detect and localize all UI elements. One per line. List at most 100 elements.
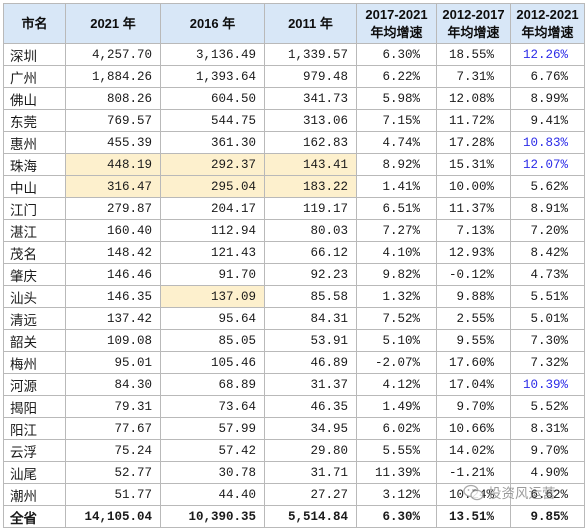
total-label: 全省	[3, 505, 66, 528]
growth-2012-2017: 14.02%	[436, 439, 511, 462]
value-2016: 73.64	[160, 395, 265, 418]
growth-2012-2017: 10.00%	[436, 175, 511, 198]
table-row: 揭阳 79.31 73.64 46.35 1.49% 9.70% 5.52%	[3, 395, 585, 418]
growth-2017-2021: 4.10%	[356, 241, 437, 264]
table-header: 市名 2021 年 2016 年 2011 年 2017-2021 年均增速 2…	[3, 3, 585, 44]
growth-2017-2021: 7.15%	[356, 109, 437, 132]
header-growth-2017-2021: 2017-2021 年均增速	[356, 3, 437, 44]
value-2021: 109.08	[65, 329, 161, 352]
value-2011: 143.41	[264, 153, 357, 176]
value-2021: 148.42	[65, 241, 161, 264]
value-2021: 279.87	[65, 197, 161, 220]
value-2011: 313.06	[264, 109, 357, 132]
growth-2017-2021: 8.92%	[356, 153, 437, 176]
city-name: 河源	[3, 373, 66, 396]
growth-2012-2021: 9.70%	[510, 439, 585, 462]
growth-2012-2021: 12.07%	[510, 153, 585, 176]
table-row: 江门 279.87 204.17 119.17 6.51% 11.37% 8.91%	[3, 197, 585, 220]
city-name: 惠州	[3, 131, 66, 154]
growth-2017-2021: 7.52%	[356, 307, 437, 330]
city-name: 梅州	[3, 351, 66, 374]
growth-2017-2021: 1.49%	[356, 395, 437, 418]
growth-2012-2021: 12.26%	[510, 43, 585, 66]
value-2011: 34.95	[264, 417, 357, 440]
growth-2017-2021: 11.39%	[356, 461, 437, 484]
growth-2012-2017: -0.12%	[436, 263, 511, 286]
value-2011: 46.35	[264, 395, 357, 418]
header-growth-2012-2021-period: 2012-2021	[516, 6, 579, 22]
value-2016: 137.09	[160, 285, 265, 308]
growth-2017-2021: 4.12%	[356, 373, 437, 396]
header-row: 市名 2021 年 2016 年 2011 年 2017-2021 年均增速 2…	[3, 3, 585, 44]
value-2011: 29.80	[264, 439, 357, 462]
header-growth-2012-2017: 2012-2017 年均增速	[436, 3, 511, 44]
value-2021: 84.30	[65, 373, 161, 396]
table-row: 云浮 75.24 57.42 29.80 5.55% 14.02% 9.70%	[3, 439, 585, 462]
value-2021: 52.77	[65, 461, 161, 484]
value-2011: 27.27	[264, 483, 357, 506]
value-2011: 31.71	[264, 461, 357, 484]
value-2016: 85.05	[160, 329, 265, 352]
value-2011: 162.83	[264, 131, 357, 154]
growth-2012-2021: 8.91%	[510, 197, 585, 220]
table-row: 广州 1,884.26 1,393.64 979.48 6.22% 7.31% 6.76%	[3, 65, 585, 88]
total-growth-2012-2017: 13.51%	[436, 505, 511, 528]
growth-2012-2017: 17.04%	[436, 373, 511, 396]
growth-2012-2017: 11.37%	[436, 197, 511, 220]
watermark: 投资风运营	[463, 484, 556, 502]
value-2016: 105.46	[160, 351, 265, 374]
total-growth-2012-2021: 9.85%	[510, 505, 585, 528]
table-row: 佛山 808.26 604.50 341.73 5.98% 12.08% 8.99%	[3, 87, 585, 110]
city-name: 肇庆	[3, 263, 66, 286]
value-2016: 30.78	[160, 461, 265, 484]
header-growth-2012-2021: 2012-2021 年均增速	[510, 3, 585, 44]
growth-2012-2017: 7.31%	[436, 65, 511, 88]
table-row: 汕尾 52.77 30.78 31.71 11.39% -1.21% 4.90%	[3, 461, 585, 484]
growth-2012-2017: 9.88%	[436, 285, 511, 308]
growth-2012-2017: -1.21%	[436, 461, 511, 484]
growth-2012-2017: 11.72%	[436, 109, 511, 132]
growth-2012-2021: 8.31%	[510, 417, 585, 440]
header-growth-2012-2017-period: 2012-2017	[442, 6, 505, 22]
value-2011: 53.91	[264, 329, 357, 352]
growth-2012-2017: 2.55%	[436, 307, 511, 330]
value-2011: 119.17	[264, 197, 357, 220]
header-growth-2012-2021-label: 年均增速	[521, 24, 574, 40]
growth-2017-2021: 6.02%	[356, 417, 437, 440]
table-row: 肇庆 146.46 91.70 92.23 9.82% -0.12% 4.73%	[3, 263, 585, 286]
table-row: 湛江 160.40 112.94 80.03 7.27% 7.13% 7.20%	[3, 219, 585, 242]
growth-2012-2021: 7.20%	[510, 219, 585, 242]
city-name: 汕头	[3, 285, 66, 308]
growth-2012-2021: 10.83%	[510, 131, 585, 154]
total-growth-2017-2021: 6.30%	[356, 505, 437, 528]
growth-2012-2017: 12.08%	[436, 87, 511, 110]
city-name: 揭阳	[3, 395, 66, 418]
value-2021: 137.42	[65, 307, 161, 330]
table-total: 全省 14,105.04 10,390.35 5,514.84 6.30% 13…	[3, 505, 585, 528]
city-name: 汕尾	[3, 461, 66, 484]
header-growth-2012-2017-label: 年均增速	[447, 24, 500, 40]
value-2016: 121.43	[160, 241, 265, 264]
value-2021: 79.31	[65, 395, 161, 418]
growth-2012-2017: 9.70%	[436, 395, 511, 418]
table-row: 深圳 4,257.70 3,136.49 1,339.57 6.30% 18.55% 12.…	[3, 43, 585, 66]
growth-2012-2021: 8.99%	[510, 87, 585, 110]
table-row: 惠州 455.39 361.30 162.83 4.74% 17.28% 10.83%	[3, 131, 585, 154]
watermark-text: 投资风运营	[488, 486, 556, 502]
value-2016: 295.04	[160, 175, 265, 198]
value-2021: 160.40	[65, 219, 161, 242]
value-2011: 979.48	[264, 65, 357, 88]
value-2016: 57.99	[160, 417, 265, 440]
growth-2012-2017: 17.60%	[436, 351, 511, 374]
growth-2012-2017: 10.66%	[436, 417, 511, 440]
growth-2012-2017: 18.55%	[436, 43, 511, 66]
value-2021: 51.77	[65, 483, 161, 506]
table-row: 珠海 448.19 292.37 143.41 8.92% 15.31% 12.07%	[3, 153, 585, 176]
total-2016: 10,390.35	[160, 505, 265, 528]
value-2021: 769.57	[65, 109, 161, 132]
growth-2012-2021: 8.42%	[510, 241, 585, 264]
city-name: 珠海	[3, 153, 66, 176]
growth-2012-2017: 7.13%	[436, 219, 511, 242]
city-name: 广州	[3, 65, 66, 88]
